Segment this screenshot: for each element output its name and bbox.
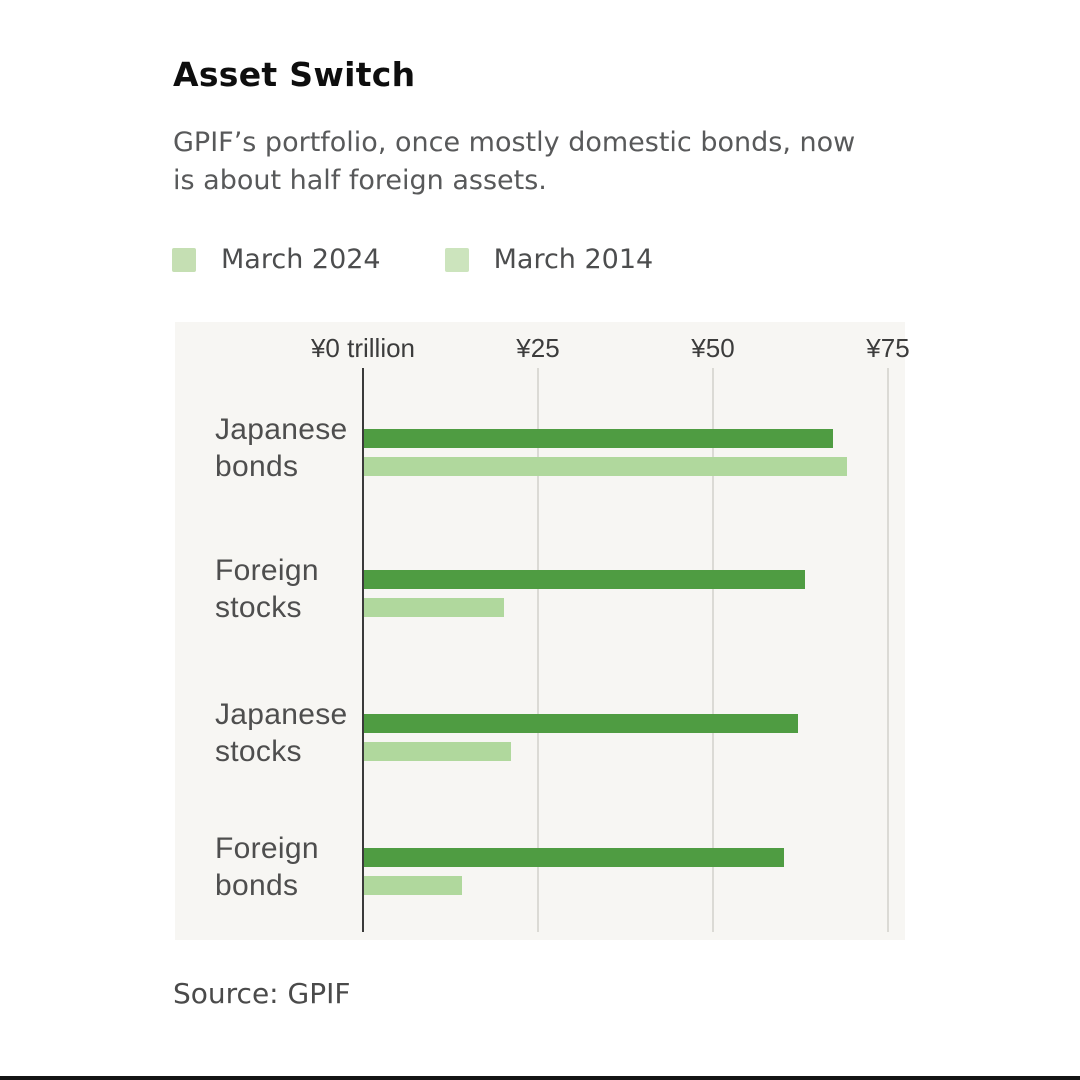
source-note: Source: GPIF xyxy=(173,977,351,1010)
legend-item-march-2014: March 2014 xyxy=(444,244,654,275)
gridline xyxy=(537,368,539,932)
x-axis-tick-label: ¥0 trillion xyxy=(310,333,416,363)
y-axis-line xyxy=(362,368,364,932)
category-label-japanese-stocks: Japanese stocks xyxy=(215,698,348,768)
x-axis-tick-label: ¥25 xyxy=(516,333,560,363)
bottom-border-strip xyxy=(0,1076,1080,1080)
legend-item-march-2024: March 2024 xyxy=(172,244,381,275)
chart-subtitle: GPIF’s portfolio, once mostly domestic b… xyxy=(173,124,855,200)
subtitle-line-1: GPIF’s portfolio, once mostly domestic b… xyxy=(173,127,856,158)
bar-march-2024-foreign-stocks xyxy=(364,570,805,589)
bar-march-2014-japanese-stocks xyxy=(364,742,511,761)
bar-march-2014-foreign-bonds xyxy=(364,876,462,895)
bar-march-2024-japanese-bonds xyxy=(364,429,833,448)
bar-march-2014-foreign-stocks xyxy=(364,598,504,617)
legend-label-march-2014: March 2014 xyxy=(493,244,654,275)
chart-legend: March 2024 March 2014 xyxy=(172,244,653,275)
chart-panel: ¥0 trillion ¥25 ¥50 ¥75 Japanese bonds Foreign… xyxy=(175,322,910,940)
category-label-japanese-bonds: Japanese bonds xyxy=(215,413,348,483)
gridline xyxy=(887,368,889,932)
subtitle-line-2: is about half foreign assets. xyxy=(173,165,547,196)
bar-march-2014-japanese-bonds xyxy=(364,457,847,476)
x-axis-tick-label: ¥50 xyxy=(691,333,735,363)
legend-swatch-march-2014 xyxy=(444,247,469,272)
bar-march-2024-foreign-bonds xyxy=(364,848,784,867)
category-label-foreign-stocks: Foreign stocks xyxy=(215,554,319,624)
legend-swatch-march-2024 xyxy=(172,247,196,272)
category-label-foreign-bonds: Foreign bonds xyxy=(215,832,319,902)
page-title: Asset Switch xyxy=(173,55,416,94)
legend-label-march-2024: March 2024 xyxy=(221,244,381,275)
gridline xyxy=(712,368,714,932)
bar-march-2024-japanese-stocks xyxy=(364,714,798,733)
x-axis-tick-label: ¥75 xyxy=(866,333,910,363)
